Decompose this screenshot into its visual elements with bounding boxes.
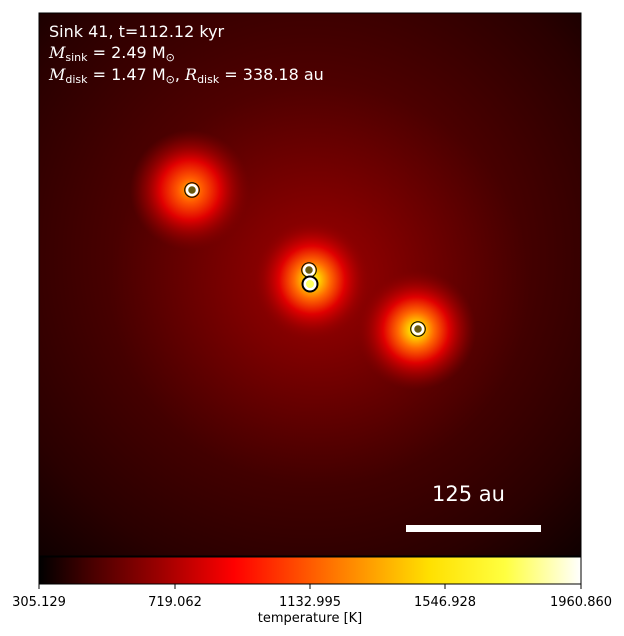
disk-radius-subscript: disk	[197, 73, 220, 86]
colorbar-label: temperature [K]	[257, 611, 363, 626]
temperature-map	[39, 13, 581, 556]
disk-radius-separator: ,	[174, 65, 186, 84]
annotation-line1: Sink 41, t=112.12 kyr	[49, 22, 225, 41]
disk-mass-unit-subscript: ⊙	[165, 73, 175, 86]
colorbar-tick-label-2: 1132.995	[278, 595, 342, 610]
disk-radius-value: = 338.18 au	[219, 65, 324, 84]
colorbar-tick-label-3: 1546.928	[413, 595, 477, 610]
disk-mass-subscript: disk	[65, 73, 88, 86]
colorbar-tick-label-4: 1960.860	[549, 595, 613, 610]
colorbar-tick-label-0: 305.129	[12, 595, 66, 610]
disk-mass-value: = 1.47 M	[87, 65, 166, 84]
colorbar-ticks	[38, 584, 582, 589]
scale-bar	[406, 525, 541, 532]
annotation-sink-mass: Msink = 2.49 M⊙	[49, 42, 175, 68]
disk-mass-symbol: M	[49, 65, 66, 84]
annotation-disk-properties: Mdisk = 1.47 M⊙, Rdisk = 338.18 au	[49, 64, 324, 90]
sink-marker-center-main[interactable]	[303, 277, 317, 291]
sink-marker-upper-left-outline	[184, 182, 200, 198]
sink-marker-lower-right-outline	[410, 321, 426, 337]
sink-mass-unit-subscript: ⊙	[165, 51, 175, 64]
disk-radius-symbol: R	[185, 65, 198, 84]
sink-mass-subscript: sink	[65, 51, 88, 64]
annotation-sink-title: Sink 41, t=112.12 kyr	[49, 21, 224, 42]
sink-marker-upper-left[interactable]	[185, 183, 199, 197]
sink-marker-center-upper[interactable]	[302, 263, 316, 277]
scale-bar-label: 125 au	[432, 482, 505, 506]
sink-mass-value: = 2.49 M	[87, 43, 166, 62]
sink-marker-center-main-outline	[301, 275, 319, 293]
sink-markers	[184, 182, 426, 337]
map-frame	[38, 12, 582, 557]
colorbar-tick-label-1: 719.062	[148, 595, 202, 610]
colorbar	[38, 556, 582, 585]
sink-mass-symbol: M	[49, 43, 66, 62]
sink-marker-lower-right[interactable]	[411, 322, 425, 336]
